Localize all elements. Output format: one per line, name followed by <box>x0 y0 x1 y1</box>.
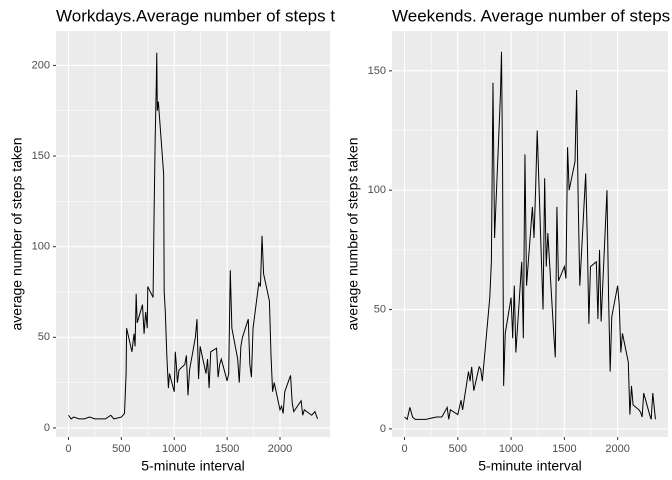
x-axis-title: 5-minute interval <box>141 458 245 474</box>
y-tick-label: 50 <box>374 303 386 315</box>
x-tick-label: 1500 <box>215 443 239 455</box>
x-tick-label: 1500 <box>552 443 576 455</box>
y-axis-title: average number of steps taken <box>9 137 25 330</box>
x-tick-label: 2000 <box>605 443 629 455</box>
data-line <box>68 52 319 420</box>
x-tick-label: 0 <box>65 443 71 455</box>
y-axis-title: average number of steps taken <box>345 137 361 330</box>
chart-title: Workdays.Average number of steps taken <box>56 6 372 25</box>
y-tick-label: 0 <box>44 422 50 434</box>
x-tick-label: 1000 <box>162 443 186 455</box>
y-tick-label: 50 <box>38 331 50 343</box>
chart-title: Weekends. Average number of steps taken <box>392 6 672 25</box>
data-line <box>404 51 656 421</box>
panel-background <box>56 31 330 437</box>
y-tick-label: 0 <box>380 423 386 435</box>
y-tick-label: 100 <box>32 241 50 253</box>
y-tick-label: 100 <box>368 184 386 196</box>
x-tick-label: 1000 <box>499 443 523 455</box>
x-tick-label: 500 <box>449 443 467 455</box>
x-tick-label: 0 <box>401 443 407 455</box>
x-tick-label: 500 <box>112 443 130 455</box>
x-axis-title: 5-minute interval <box>478 458 582 474</box>
y-tick-label: 150 <box>368 65 386 77</box>
x-tick-label: 2000 <box>268 443 292 455</box>
y-tick-label: 200 <box>32 59 50 71</box>
y-tick-label: 150 <box>32 150 50 162</box>
